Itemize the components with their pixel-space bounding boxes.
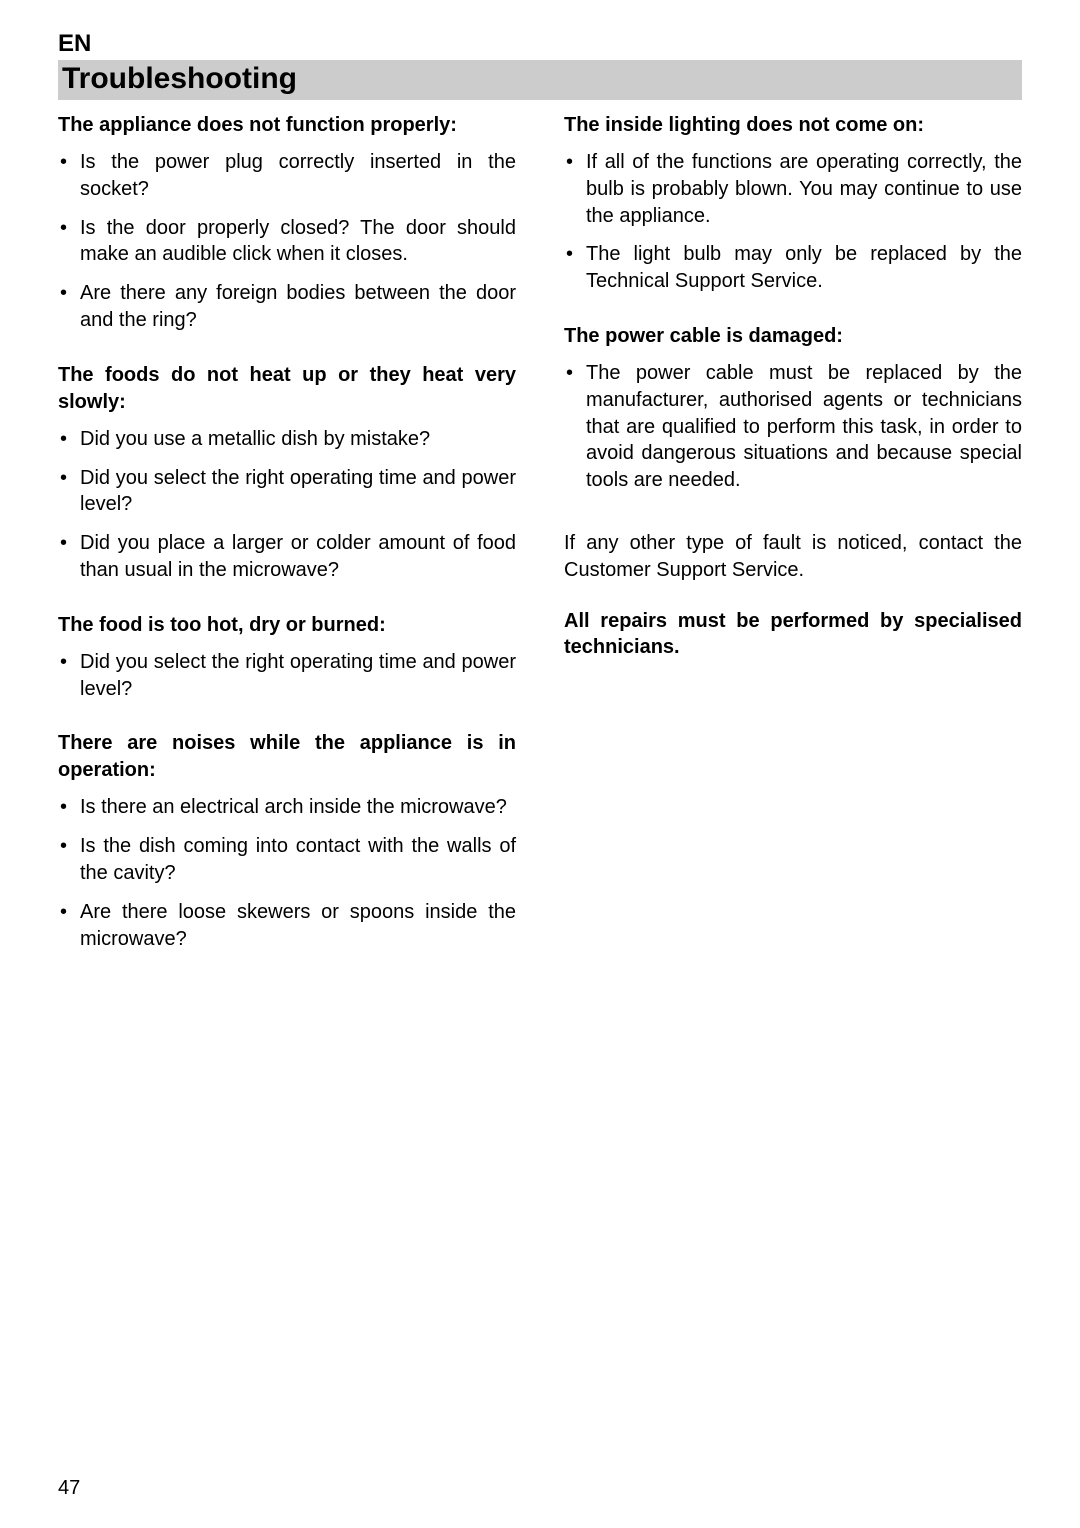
list-item: Is the door properly closed? The door sh… (80, 215, 516, 269)
list-item: Did you place a larger or colder amount … (80, 530, 516, 584)
bullet-list: Is the power plug correctly inserted in … (58, 149, 516, 334)
language-code: EN (58, 30, 1022, 58)
section-heading: There are noises while the appliance is … (58, 730, 516, 784)
list-item: Are there any foreign bodies between the… (80, 280, 516, 334)
title-bar: Troubleshooting (58, 60, 1022, 100)
left-column: The appliance does not function properly… (58, 110, 516, 980)
section-heading: The foods do not heat up or they heat ve… (58, 362, 516, 416)
bullet-list: Did you use a metallic dish by mistake? … (58, 426, 516, 584)
list-item: Is the power plug correctly inserted in … (80, 149, 516, 203)
list-item: Is there an electrical arch inside the m… (80, 794, 516, 821)
bullet-list: Is there an electrical arch inside the m… (58, 794, 516, 952)
bullet-list: If all of the functions are operating co… (564, 149, 1022, 295)
list-item: The light bulb may only be replaced by t… (586, 241, 1022, 295)
bullet-list: The power cable must be replaced by the … (564, 360, 1022, 494)
list-item: Did you select the right operating time … (80, 649, 516, 703)
section-heading: The inside lighting does not come on: (564, 112, 1022, 139)
list-item: The power cable must be replaced by the … (586, 360, 1022, 494)
section-heading: The food is too hot, dry or burned: (58, 612, 516, 639)
list-item: If all of the functions are operating co… (586, 149, 1022, 229)
bullet-list: Did you select the right operating time … (58, 649, 516, 703)
page-title: Troubleshooting (62, 62, 1018, 96)
section-heading: The power cable is damaged: (564, 323, 1022, 350)
page-number: 47 (58, 1477, 80, 1500)
list-item: Are there loose skewers or spoons inside… (80, 899, 516, 953)
list-item: Did you select the right operating time … (80, 465, 516, 519)
paragraph-bold: All repairs must be performed by special… (564, 608, 1022, 662)
section-heading: The appliance does not function properly… (58, 112, 516, 139)
list-item: Did you use a metallic dish by mistake? (80, 426, 516, 453)
list-item: Is the dish coming into contact with the… (80, 833, 516, 887)
paragraph: If any other type of fault is noticed, c… (564, 530, 1022, 584)
content-columns: The appliance does not function properly… (58, 110, 1022, 980)
right-column: The inside lighting does not come on: If… (564, 110, 1022, 980)
